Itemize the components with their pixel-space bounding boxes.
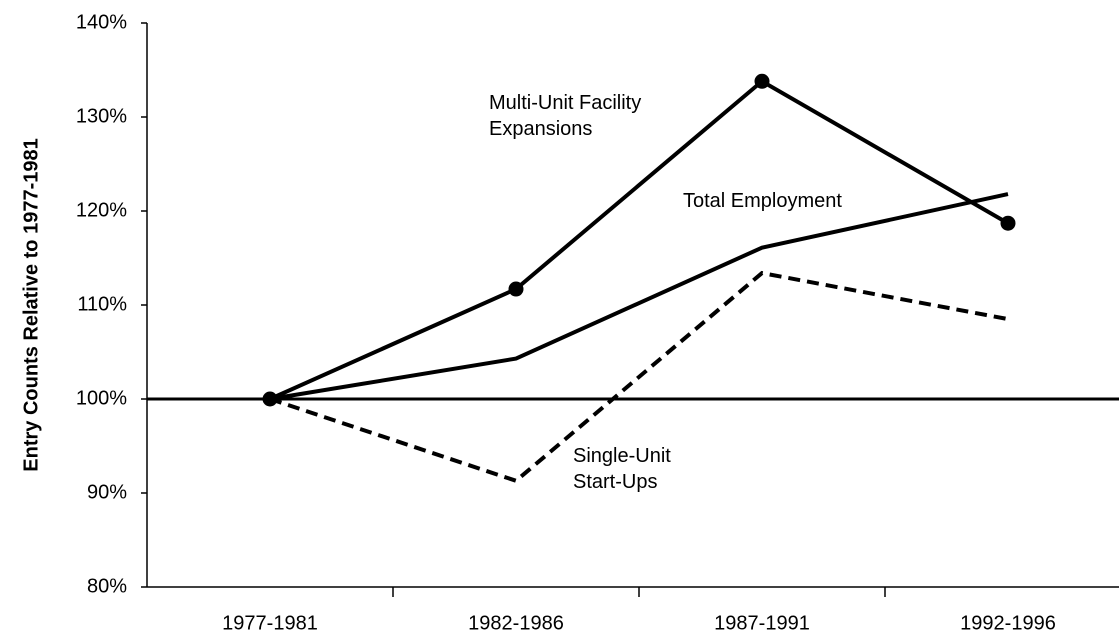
y-tick-label: 90%: [87, 481, 127, 503]
series-line: [269, 78, 1009, 401]
data-point: [1000, 215, 1016, 231]
y-tick-label: 120%: [76, 199, 127, 221]
data-point: [754, 73, 770, 89]
y-tick-label: 80%: [87, 575, 127, 597]
x-tick-label: 1982-1986: [468, 612, 564, 634]
y-tick-label: 140%: [76, 11, 127, 33]
y-tick-label: 130%: [76, 105, 127, 127]
series-label: Multi-Unit Facility Expansions: [489, 92, 642, 140]
y-axis-title: Entry Counts Relative to 1977-1981: [20, 138, 42, 471]
series-line: [269, 270, 1009, 484]
data-point: [508, 281, 524, 297]
x-tick-label: 1992-1996: [960, 612, 1056, 634]
y-tick-label: 110%: [77, 293, 127, 315]
series-label: Total Employment: [683, 190, 842, 212]
series-line: [269, 192, 1009, 401]
series-label: Single-Unit Start-Ups: [573, 445, 671, 493]
x-tick-label: 1977-1981: [222, 612, 318, 634]
x-tick-label: 1987-1991: [714, 612, 810, 634]
y-tick-label: 100%: [76, 387, 127, 409]
